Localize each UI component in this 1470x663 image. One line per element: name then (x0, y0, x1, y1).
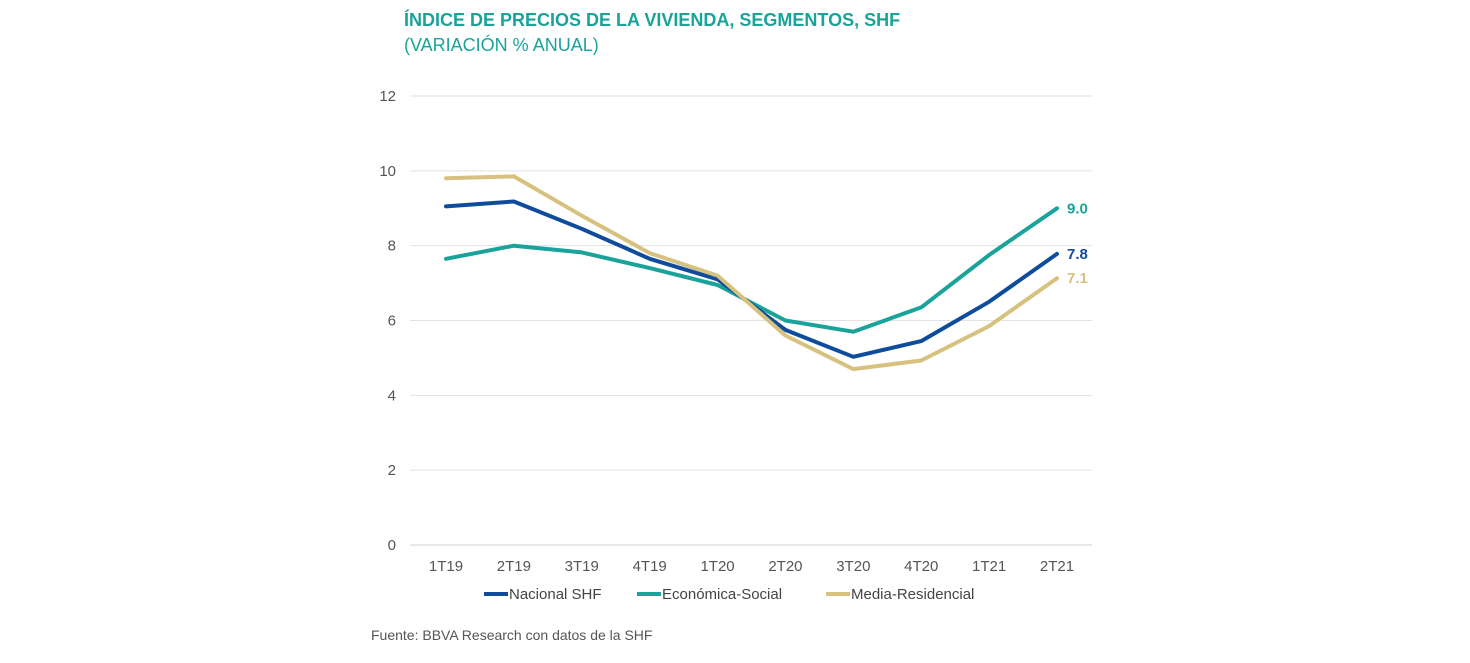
x-tick-label: 1T19 (429, 558, 463, 575)
end-label: 7.1 (1067, 270, 1088, 287)
legend-label: Nacional SHF (509, 586, 602, 603)
x-tick-label: 1T20 (700, 558, 734, 575)
x-tick-label: 2T19 (497, 558, 531, 575)
series-line-nacional-shf (444, 199, 1059, 359)
x-tick-label: 3T20 (836, 558, 870, 575)
y-tick-label: 6 (388, 313, 396, 330)
series-lines (444, 174, 1059, 372)
source-note: Fuente: BBVA Research con datos de la SH… (371, 627, 653, 643)
y-tick-label: 2 (388, 462, 396, 479)
gridlines (410, 95, 1092, 546)
x-tick-label: 3T19 (565, 558, 599, 575)
x-tick-label: 4T19 (633, 558, 667, 575)
x-tick-label: 2T21 (1040, 558, 1074, 575)
legend-label: Media-Residencial (851, 586, 974, 603)
y-tick-label: 8 (388, 238, 396, 255)
legend: Nacional SHF Económica-Social Media-Reside… (484, 586, 974, 603)
chart-subtitle: (VARIACIÓN % ANUAL) (404, 35, 599, 55)
end-labels: 7.8 9.0 7.1 (1067, 200, 1088, 287)
y-tick-label: 0 (388, 537, 396, 554)
series-line-econ-mica-social (444, 206, 1059, 334)
end-label: 9.0 (1067, 200, 1088, 217)
x-axis-ticks: 1T19 2T19 3T19 4T19 1T20 2T20 3T20 4T20 1T21 2T21 (429, 558, 1074, 575)
legend-label: Económica-Social (662, 586, 782, 603)
y-tick-label: 10 (379, 163, 396, 180)
x-tick-label: 2T20 (768, 558, 802, 575)
series-line-media-residencial (444, 174, 1059, 372)
x-tick-label: 4T20 (904, 558, 938, 575)
chart-title: ÍNDICE DE PRECIOS DE LA VIVIENDA, SEGMEN… (404, 10, 901, 30)
y-axis-ticks: 0 2 4 6 8 10 12 (379, 88, 396, 554)
x-tick-label: 1T21 (972, 558, 1006, 575)
end-label: 7.8 (1067, 246, 1088, 263)
y-tick-label: 12 (379, 88, 396, 105)
y-tick-label: 4 (388, 387, 396, 404)
